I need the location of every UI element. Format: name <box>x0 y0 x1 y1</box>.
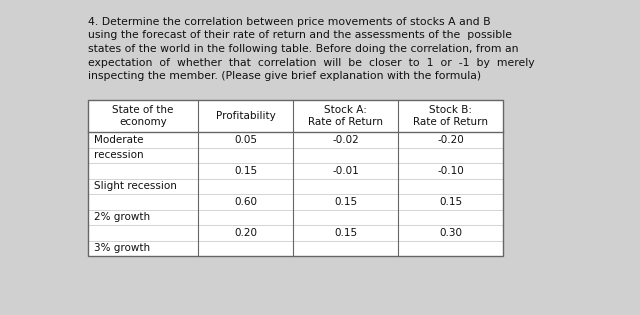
Text: 4. Determine the correlation between price movements of stocks A and B: 4. Determine the correlation between pri… <box>88 17 491 27</box>
Text: 0.20: 0.20 <box>234 228 257 238</box>
Bar <box>88 100 503 256</box>
Text: 0.05: 0.05 <box>234 135 257 145</box>
Text: expectation  of  whether  that  correlation  will  be  closer  to  1  or  -1  by: expectation of whether that correlation … <box>88 58 534 67</box>
Text: -0.20: -0.20 <box>437 135 464 145</box>
Text: recession: recession <box>94 150 143 160</box>
Text: 0.15: 0.15 <box>439 197 462 207</box>
Text: Stock B:
Rate of Return: Stock B: Rate of Return <box>413 105 488 127</box>
Text: 0.15: 0.15 <box>234 166 257 176</box>
Text: -0.01: -0.01 <box>332 166 359 176</box>
Text: 0.15: 0.15 <box>334 228 357 238</box>
Text: -0.02: -0.02 <box>332 135 359 145</box>
Text: Slight recession: Slight recession <box>94 181 177 191</box>
Text: Moderate: Moderate <box>94 135 143 145</box>
Text: 0.30: 0.30 <box>439 228 462 238</box>
Text: inspecting the member. (Please give brief explanation with the formula): inspecting the member. (Please give brie… <box>88 71 481 81</box>
Text: 2% growth: 2% growth <box>94 212 150 222</box>
Text: State of the
economy: State of the economy <box>112 105 173 127</box>
Text: -0.10: -0.10 <box>437 166 464 176</box>
Text: states of the world in the following table. Before doing the correlation, from a: states of the world in the following tab… <box>88 44 518 54</box>
Text: 3% growth: 3% growth <box>94 243 150 253</box>
Text: Profitability: Profitability <box>216 111 275 121</box>
Text: Stock A:
Rate of Return: Stock A: Rate of Return <box>308 105 383 127</box>
Text: 0.15: 0.15 <box>334 197 357 207</box>
Text: 0.60: 0.60 <box>234 197 257 207</box>
Text: using the forecast of their rate of return and the assessments of the  possible: using the forecast of their rate of retu… <box>88 31 512 41</box>
